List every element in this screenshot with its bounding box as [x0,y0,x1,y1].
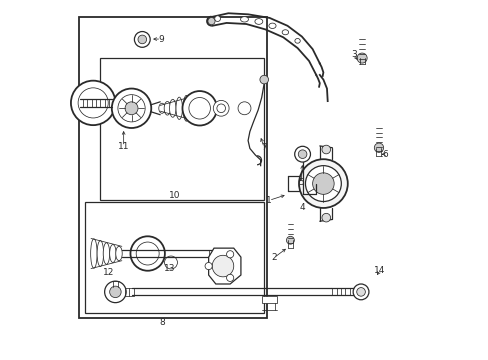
Ellipse shape [294,39,300,43]
Circle shape [188,98,210,119]
Circle shape [226,274,233,282]
Ellipse shape [97,240,103,266]
Circle shape [238,102,250,115]
Ellipse shape [183,95,189,121]
Ellipse shape [164,102,170,115]
Bar [100,58,263,200]
Circle shape [109,286,121,298]
Circle shape [286,236,294,244]
Bar [79,17,266,318]
Circle shape [71,81,115,125]
Ellipse shape [90,239,97,268]
Circle shape [321,145,330,154]
Circle shape [294,146,310,162]
Circle shape [164,256,177,269]
Ellipse shape [282,30,288,35]
Polygon shape [208,248,241,284]
Circle shape [298,150,306,158]
Circle shape [373,143,383,152]
Circle shape [125,102,138,115]
Text: 2: 2 [270,253,276,262]
Text: 10: 10 [168,190,180,199]
Circle shape [312,173,333,194]
Circle shape [112,89,151,128]
Bar [85,202,264,314]
Circle shape [217,104,225,113]
Text: 5: 5 [298,178,304,187]
Ellipse shape [254,19,262,24]
Ellipse shape [103,243,109,264]
Circle shape [356,288,365,296]
Circle shape [305,166,341,202]
Text: 12: 12 [103,268,114,277]
Circle shape [204,262,212,270]
Text: 3: 3 [350,50,356,59]
Circle shape [118,95,145,122]
Circle shape [104,281,126,303]
Text: 1: 1 [265,196,271,205]
Circle shape [321,213,330,222]
Text: 4: 4 [299,203,304,212]
Ellipse shape [169,99,176,117]
Ellipse shape [116,246,122,261]
Bar [261,296,277,303]
Circle shape [226,251,233,258]
Text: 9: 9 [158,35,164,44]
Circle shape [298,159,347,208]
Circle shape [138,35,146,44]
Circle shape [136,242,159,265]
Ellipse shape [268,23,276,28]
Circle shape [214,16,220,22]
Circle shape [78,88,108,118]
Text: 6: 6 [382,150,387,159]
Text: 7: 7 [261,143,266,152]
Text: 14: 14 [374,266,385,275]
Circle shape [352,284,368,300]
Ellipse shape [176,97,182,120]
Circle shape [134,32,150,47]
Ellipse shape [240,17,248,22]
Ellipse shape [159,103,165,113]
Text: 8: 8 [160,318,165,327]
Circle shape [260,75,268,84]
Circle shape [356,53,366,63]
Circle shape [207,18,215,25]
Circle shape [130,236,164,271]
Circle shape [212,255,233,277]
Circle shape [182,91,217,126]
Circle shape [213,100,228,116]
Bar [125,288,134,296]
Text: 11: 11 [118,142,129,151]
Text: 13: 13 [164,264,175,273]
Ellipse shape [109,244,116,262]
